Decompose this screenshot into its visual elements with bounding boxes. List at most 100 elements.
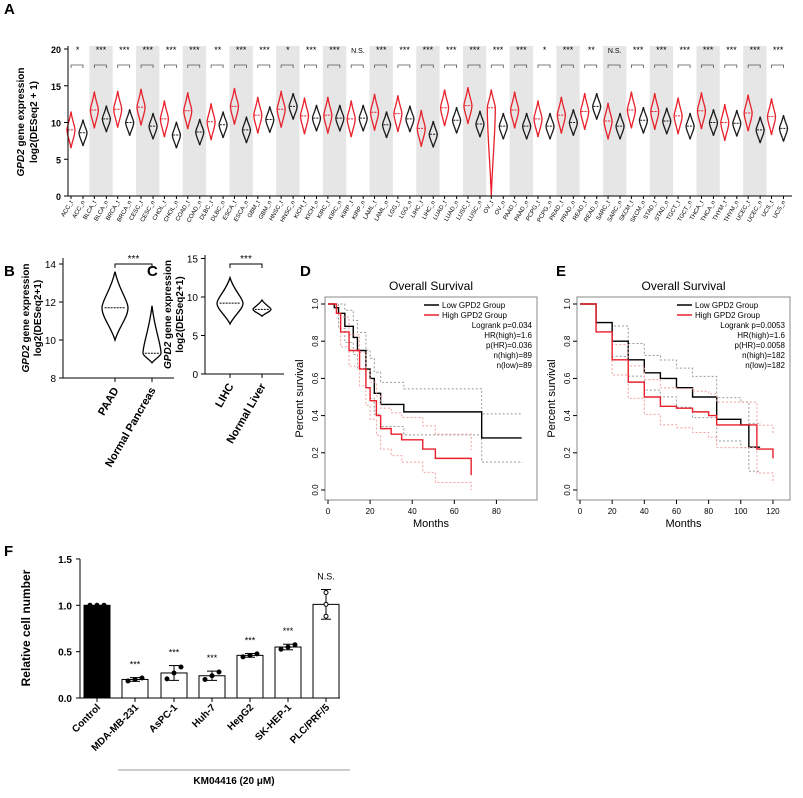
significance-label: * <box>76 45 80 55</box>
significance-label: *** <box>423 45 434 55</box>
violin-normal-PRAD <box>568 109 579 136</box>
y-tick-label: 5 <box>192 332 198 343</box>
significance-label: N.S. <box>608 48 622 55</box>
y-axis-label: Relative cell number <box>19 569 33 686</box>
violin-normal-ACC <box>78 119 88 147</box>
stat-text: n(low)=182 <box>745 361 785 370</box>
data-point <box>323 601 329 607</box>
violin-normal-COAD <box>195 118 205 146</box>
violin-normal-BRCA <box>125 109 135 136</box>
violin-tumor-GBM <box>253 96 263 134</box>
significance-label: *** <box>399 45 410 55</box>
legend-entry: High GPD2 Group <box>442 311 507 320</box>
band <box>136 46 160 196</box>
violin-normal-KIRC <box>335 104 345 132</box>
significance-bracket <box>771 64 784 68</box>
significance-label: ** <box>214 45 222 55</box>
x-tick-label: OV_t <box>483 200 495 215</box>
y-tick-label: 8 <box>50 374 56 385</box>
violin-normal-GBM <box>265 106 275 133</box>
violin-normal-SARC <box>615 112 625 140</box>
panel-label-E: E <box>556 263 566 280</box>
x-tick-label: 60 <box>450 507 459 516</box>
violin-normal-SKCM <box>638 106 649 134</box>
significance-label: *** <box>750 45 761 55</box>
violin-tumor-TGCT <box>673 97 683 135</box>
plot-frame <box>576 296 791 501</box>
significance-label: *** <box>96 45 107 55</box>
y-tick-label: 1.0 <box>58 601 72 612</box>
significance-label: *** <box>169 648 180 658</box>
survival-curve-high-gpd2-group <box>580 303 774 459</box>
significance-bracket <box>607 64 621 68</box>
band <box>696 46 720 196</box>
violin-Normal Liver <box>252 298 272 318</box>
y-tick-label: 0.8 <box>563 335 572 347</box>
band <box>416 46 440 196</box>
violin-tumor-SKCM <box>626 91 637 129</box>
significance-label: ** <box>588 45 596 55</box>
violin-normal-KIRP <box>358 104 368 132</box>
band <box>369 46 393 196</box>
y-axis-label-2: log2(DESeq2+1) <box>175 276 186 352</box>
significance-bracket <box>114 263 153 268</box>
violin-tumor-LIHC <box>416 109 426 147</box>
significance-label: N.S. <box>351 48 365 55</box>
y-axis-label: Percent survival <box>294 359 306 437</box>
violin-tumor-UCS <box>766 98 777 136</box>
violin-normal-LUSC <box>475 110 485 138</box>
significance-label: *** <box>563 45 574 55</box>
violin-normal-BLCA <box>101 105 112 133</box>
panel-label-F: F <box>4 543 13 560</box>
significance-label: *** <box>306 45 317 55</box>
violin-tumor-LAML <box>369 93 380 131</box>
x-tick-label: 0 <box>578 507 583 516</box>
x-tick-label: Huh-7 <box>190 702 218 730</box>
significance-bracket <box>747 64 761 68</box>
significance-label: *** <box>259 45 270 55</box>
y-tick-label: 1.5 <box>58 555 72 566</box>
band <box>89 46 113 196</box>
violin-normal-PAAD <box>521 112 532 140</box>
ci-upper-0 <box>328 303 523 415</box>
significance-label: * <box>286 45 290 55</box>
y-tick-label: 0.6 <box>563 372 572 384</box>
significance-label: *** <box>469 45 480 55</box>
y-tick-label: 0.4 <box>311 409 320 421</box>
violin-tumor-CESC <box>136 88 146 126</box>
x-tick-label: 120 <box>766 507 780 516</box>
significance-label: *** <box>207 653 218 663</box>
significance-label: *** <box>446 45 457 55</box>
significance-bracket <box>724 64 738 68</box>
violin-tumor-BLCA <box>89 91 100 129</box>
data-point <box>164 676 170 682</box>
x-tick-label: 80 <box>704 507 713 516</box>
band <box>229 46 253 196</box>
gene-name: GPD2 <box>16 149 27 177</box>
stat-text: n(high)=89 <box>494 351 533 360</box>
band <box>462 46 487 196</box>
stat-text: HR(high)=1.6 <box>484 331 532 340</box>
violin-tumor-READ <box>580 93 590 130</box>
data-point <box>132 676 138 682</box>
significance-bracket <box>327 64 341 68</box>
violin-LIHC <box>216 275 244 326</box>
y-tick-label: 0.0 <box>58 694 72 705</box>
violin-tumor-THYM <box>720 104 730 141</box>
x-tick-label: SK-HEP-1 <box>253 702 294 743</box>
x-tick-label: AsPC-1 <box>147 702 180 735</box>
violin-normal-HNSC <box>288 92 298 120</box>
significance-label: *** <box>680 45 691 55</box>
bar-SK-HEP-1 <box>274 646 302 699</box>
data-point <box>285 644 291 650</box>
significance-bracket <box>350 64 364 68</box>
violin-tumor-CHOL <box>159 100 170 138</box>
significance-label: * <box>543 45 547 55</box>
y-tick-label: 0.2 <box>563 447 572 459</box>
significance-bracket <box>210 64 224 68</box>
violin-normal-LAML <box>381 111 392 139</box>
y-tick-label: 0.0 <box>311 484 320 496</box>
significance-bracket <box>229 263 263 268</box>
significance-bracket <box>117 64 131 68</box>
